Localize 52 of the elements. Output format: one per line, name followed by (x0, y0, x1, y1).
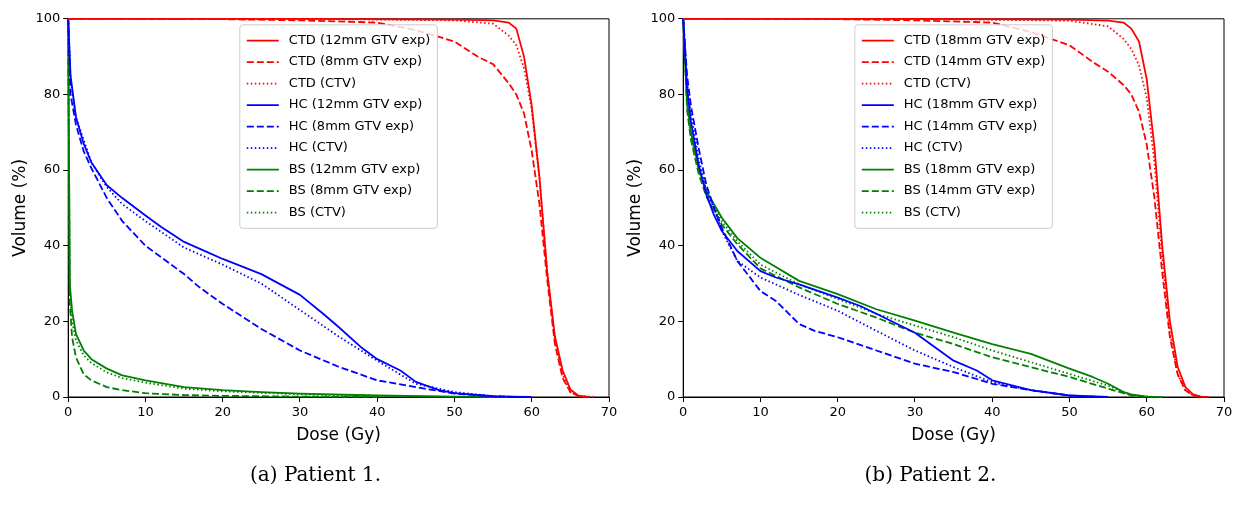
y-tick-label: 80 (43, 85, 61, 101)
legend-label: BS (CTV) (288, 203, 346, 219)
x-tick-label: 20 (214, 404, 231, 420)
y-tick-label: 100 (650, 10, 676, 26)
x-tick-label: 70 (600, 404, 618, 420)
y-axis-title: Volume (%) (623, 158, 644, 257)
x-tick-label: 30 (291, 404, 309, 420)
legend-label: HC (12mm GTV exp) (288, 96, 423, 112)
legend-label: CTD (12mm GTV exp) (288, 31, 431, 47)
legend-label: BS (14mm GTV exp) (903, 182, 1036, 198)
legend-label: BS (8mm GTV exp) (288, 182, 413, 198)
y-tick-label: 100 (35, 10, 61, 26)
x-tick-label: 10 (137, 404, 154, 420)
legend-label: CTD (14mm GTV exp) (903, 53, 1046, 69)
y-tick-label: 80 (658, 85, 676, 101)
x-tick-label: 10 (752, 404, 769, 420)
legend-label: HC (14mm GTV exp) (903, 117, 1038, 133)
x-tick-label: 0 (679, 404, 688, 420)
y-tick-label: 0 (666, 388, 676, 404)
legend-label: CTD (8mm GTV exp) (288, 53, 423, 69)
legend-label: BS (CTV) (903, 203, 961, 219)
legend-label: HC (CTV) (288, 139, 348, 155)
y-tick-label: 40 (658, 237, 676, 253)
legend-label: CTD (18mm GTV exp) (903, 31, 1046, 47)
legend-label: CTD (CTV) (903, 74, 972, 90)
x-tick-label: 20 (829, 404, 846, 420)
y-tick-label: 60 (43, 161, 61, 177)
x-tick-label: 0 (64, 404, 73, 420)
y-tick-label: 20 (658, 312, 676, 328)
x-tick-label: 70 (1215, 404, 1233, 420)
x-axis-title: Dose (Gy) (296, 424, 381, 445)
x-tick-label: 60 (523, 404, 541, 420)
legend-label: HC (8mm GTV exp) (288, 117, 414, 133)
x-tick-label: 40 (368, 404, 386, 420)
y-tick-label: 40 (43, 237, 61, 253)
x-tick-label: 30 (906, 404, 924, 420)
x-tick-label: 50 (1061, 404, 1078, 420)
legend-label: HC (18mm GTV exp) (903, 96, 1038, 112)
legend-label: HC (CTV) (903, 139, 963, 155)
y-tick-label: 20 (43, 312, 61, 328)
text: (b) Patient 2. (863, 462, 998, 486)
y-tick-label: 0 (51, 388, 61, 404)
legend-label: BS (18mm GTV exp) (903, 160, 1036, 176)
legend-label: CTD (CTV) (288, 74, 357, 90)
x-tick-label: 40 (983, 404, 1001, 420)
legend-label: BS (12mm GTV exp) (288, 160, 421, 176)
x-axis-title: Dose (Gy) (911, 424, 996, 445)
x-tick-label: 50 (446, 404, 463, 420)
y-axis-title: Volume (%) (8, 158, 29, 257)
y-tick-label: 60 (658, 161, 676, 177)
x-tick-label: 60 (1138, 404, 1156, 420)
text: (a) Patient 1. (249, 462, 382, 486)
